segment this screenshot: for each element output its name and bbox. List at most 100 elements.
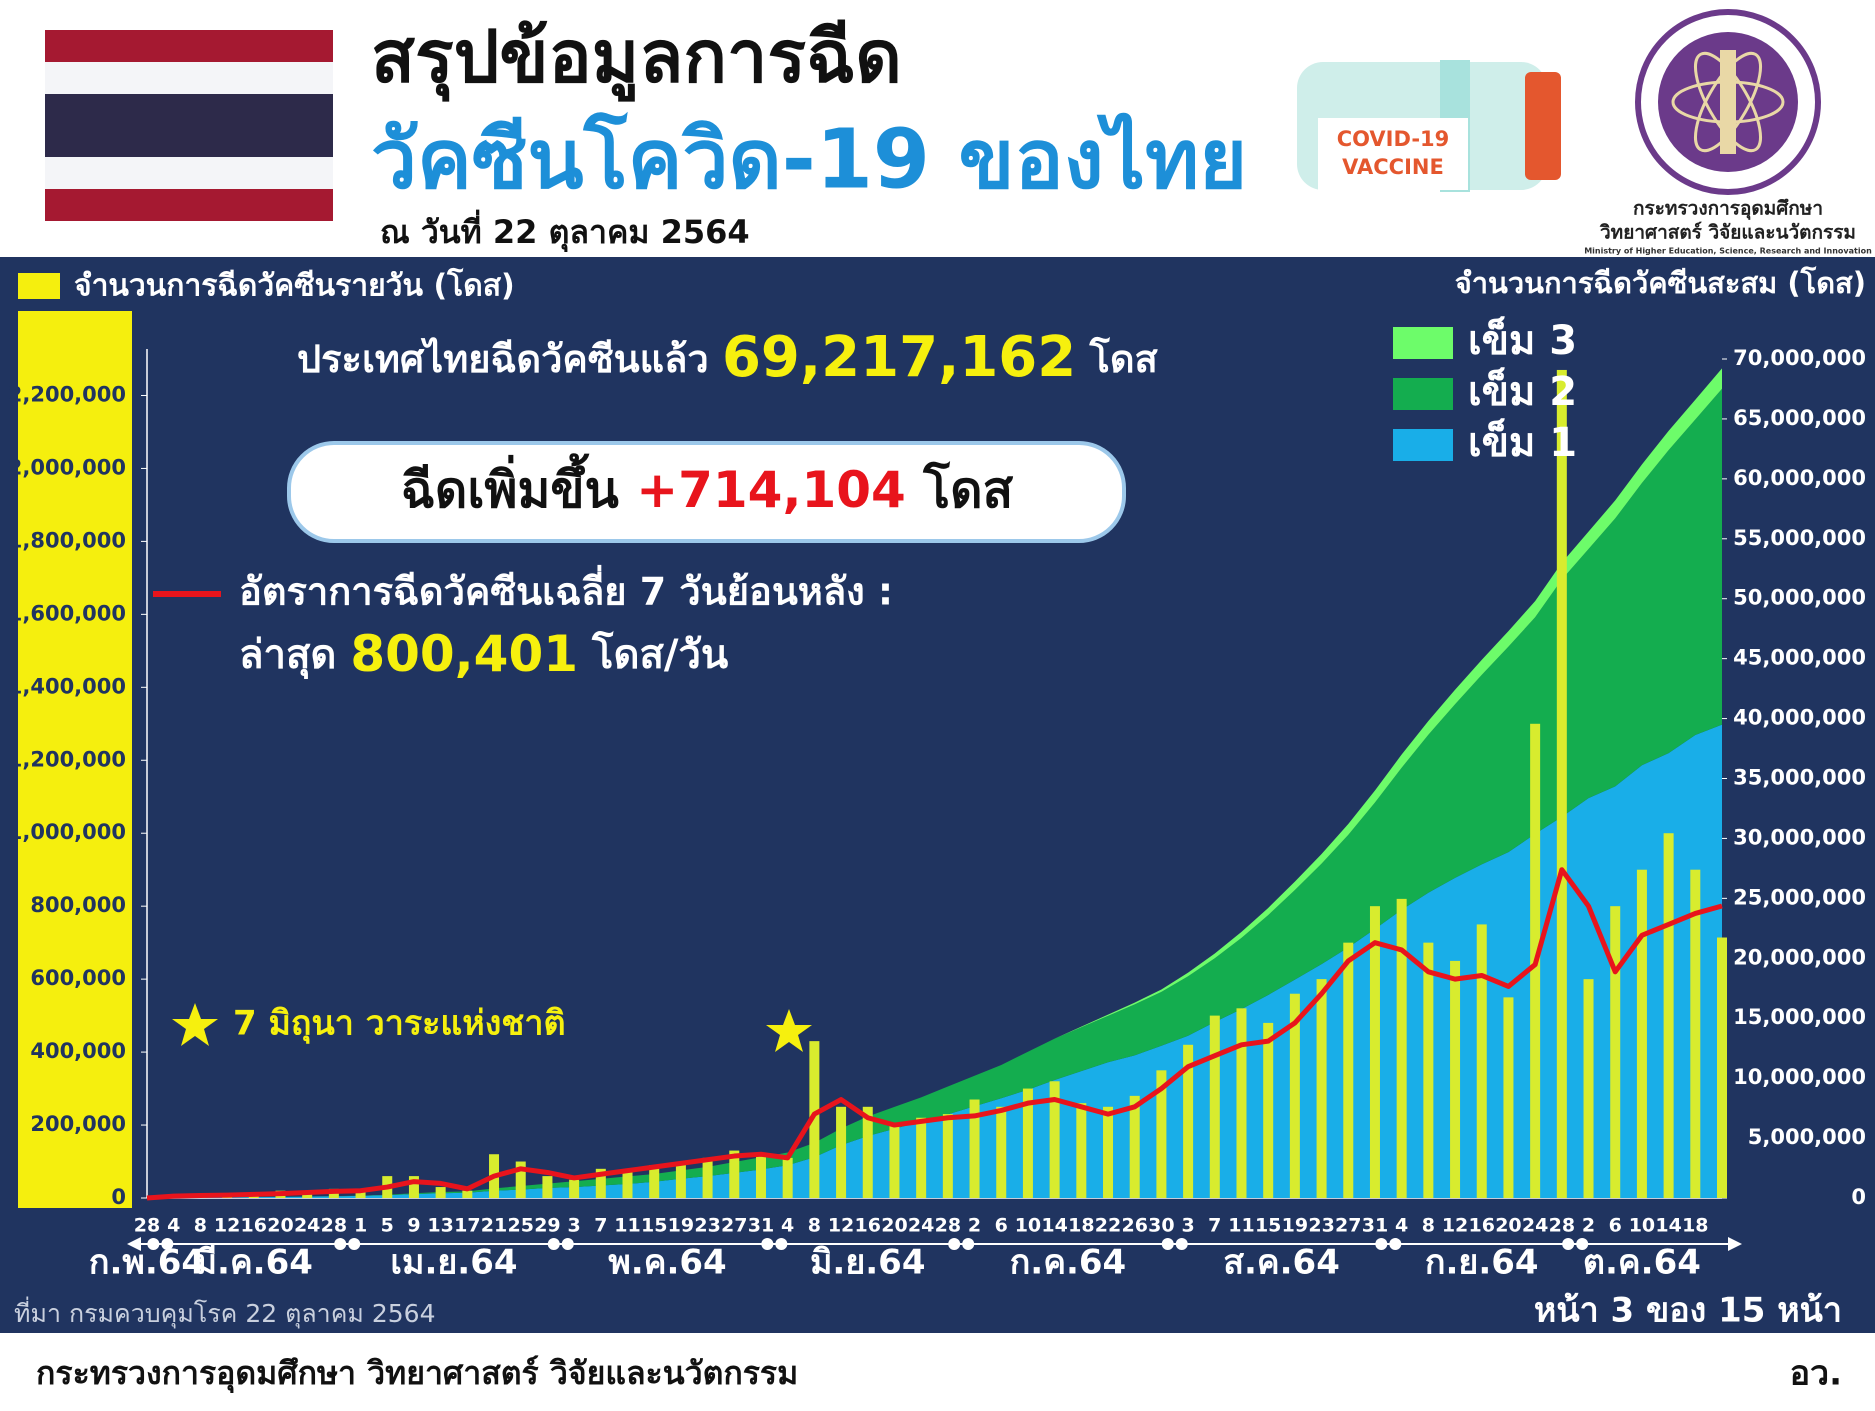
x-tick-label: 28 bbox=[935, 1215, 961, 1237]
bar bbox=[1343, 942, 1354, 1198]
y2-tick-label: 20,000,000 bbox=[1733, 945, 1866, 969]
star bbox=[172, 1003, 218, 1046]
x-tick-label: 31 bbox=[748, 1215, 774, 1237]
x-tick-label: 28 bbox=[134, 1215, 160, 1237]
area bbox=[147, 388, 1722, 1199]
increase-unit: โดส bbox=[922, 460, 1013, 519]
legend-swatch bbox=[1393, 378, 1453, 410]
bar bbox=[408, 1176, 419, 1198]
bar bbox=[942, 1114, 953, 1198]
x-tick-label: 15 bbox=[641, 1215, 667, 1237]
headline-value: 69,217,162 bbox=[722, 325, 1076, 390]
y-tick-label: 1,200,000 bbox=[8, 747, 126, 771]
area bbox=[147, 724, 1722, 1198]
bar bbox=[1396, 898, 1407, 1198]
month-divider bbox=[1161, 1238, 1174, 1250]
bar bbox=[622, 1172, 633, 1198]
x-tick-label: 24 bbox=[294, 1215, 320, 1237]
annotation: 7 มิถุนา วาระแห่งชาติ bbox=[233, 1004, 566, 1045]
bar bbox=[996, 1106, 1007, 1198]
x-tick-label: 7 bbox=[594, 1215, 607, 1237]
y-tick-label: 1,000,000 bbox=[8, 820, 126, 844]
ministry-name: กระทรวงการอุดมศึกษา bbox=[1633, 198, 1823, 221]
month-divider bbox=[147, 1238, 160, 1250]
subtitle: วัคซีนโควิด-19 ของไทย bbox=[371, 112, 1247, 207]
month-divider bbox=[1576, 1238, 1589, 1250]
x-tick-label: 19 bbox=[668, 1215, 694, 1237]
latest-text: ล่าสุด bbox=[239, 632, 336, 680]
bar bbox=[1103, 1106, 1114, 1198]
x-tick-label: 10 bbox=[1629, 1215, 1655, 1237]
legend-label: จำนวนการฉีดวัคซีนรายวัน (โดส) bbox=[74, 267, 515, 304]
plot: 0 200,000 400,000 600,000 800,000 1,000,000 1,… bbox=[8, 265, 1866, 1283]
x-tick-label: 16 bbox=[241, 1215, 267, 1237]
x-tick-label: 31 bbox=[1362, 1215, 1388, 1237]
increase-text: ฉีดเพิ่มขึ้น bbox=[401, 453, 619, 519]
y2-tick-label: 40,000,000 bbox=[1733, 706, 1866, 730]
bar bbox=[569, 1179, 580, 1198]
y-tick-label: 2,000,000 bbox=[8, 455, 126, 479]
bar bbox=[1156, 1070, 1167, 1198]
x-tick-label: 23 bbox=[1308, 1215, 1334, 1237]
y-tick-label: 400,000 bbox=[30, 1039, 126, 1063]
title: สรุปข้อมูลการฉีด bbox=[371, 15, 902, 103]
bar bbox=[435, 1187, 446, 1198]
bar bbox=[969, 1099, 980, 1198]
x-tick-label: 10 bbox=[1015, 1215, 1041, 1237]
x-tick-label: 8 bbox=[1422, 1215, 1435, 1237]
x-tick-label: 15 bbox=[1255, 1215, 1281, 1237]
x-tick-label: 3 bbox=[1181, 1215, 1194, 1237]
bar bbox=[649, 1165, 660, 1198]
y2-tick-label: 60,000,000 bbox=[1733, 466, 1866, 490]
line bbox=[146, 867, 1723, 1201]
y2-tick-label: 25,000,000 bbox=[1733, 885, 1866, 909]
bar bbox=[1476, 924, 1487, 1198]
x-tick-label: 18 bbox=[1682, 1215, 1708, 1237]
footer-abbr: อว. bbox=[1790, 1354, 1842, 1394]
month-divider bbox=[348, 1238, 361, 1250]
x-tick-label: 8 bbox=[808, 1215, 821, 1237]
month-divider bbox=[1389, 1238, 1402, 1250]
headline-unit: โดส bbox=[1088, 336, 1158, 381]
month-label: พ.ค.64 bbox=[608, 1243, 726, 1283]
month-divider bbox=[1562, 1238, 1575, 1250]
x-tick-label: 11 bbox=[1228, 1215, 1254, 1237]
x-tick-label: 20 bbox=[267, 1215, 293, 1237]
month-divider bbox=[1375, 1238, 1388, 1250]
month-divider bbox=[561, 1238, 574, 1250]
month-divider bbox=[334, 1238, 347, 1250]
thai-flag bbox=[45, 30, 333, 221]
month-divider bbox=[948, 1238, 961, 1250]
bar bbox=[1503, 997, 1514, 1198]
y2-tick-label: 55,000,000 bbox=[1733, 526, 1866, 550]
vaccine-icon: COVID-19 VACCINE bbox=[1297, 60, 1561, 192]
bar bbox=[1556, 369, 1567, 1198]
month-label: ก.พ.64 bbox=[89, 1243, 205, 1283]
left-axis-band bbox=[18, 311, 132, 1208]
bar bbox=[862, 1106, 873, 1198]
x-tick-label: 25 bbox=[508, 1215, 534, 1237]
legend-swatch bbox=[1393, 327, 1453, 359]
x-tick-label: 9 bbox=[407, 1215, 420, 1237]
bar bbox=[1423, 942, 1434, 1198]
latest-unit: โดส/วัน bbox=[591, 631, 728, 678]
x-tick-label: 1 bbox=[354, 1215, 367, 1237]
bar bbox=[1610, 906, 1621, 1198]
month-label: ก.ค.64 bbox=[1010, 1243, 1126, 1283]
vaccine-label: VACCINE bbox=[1342, 155, 1444, 179]
x-tick-label: 6 bbox=[995, 1215, 1008, 1237]
x-tick-label: 27 bbox=[1335, 1215, 1361, 1237]
x-tick-label: 28 bbox=[321, 1215, 347, 1237]
ministry-name-en: Ministry of Higher Education, Science, R… bbox=[1584, 247, 1872, 256]
latest-value: 800,401 bbox=[350, 625, 578, 683]
y2-tick-label: 10,000,000 bbox=[1733, 1065, 1866, 1089]
x-tick-label: 27 bbox=[721, 1215, 747, 1237]
y2-tick-label: 70,000,000 bbox=[1733, 346, 1866, 370]
x-tick-label: 24 bbox=[1522, 1215, 1548, 1237]
bar bbox=[595, 1168, 606, 1198]
increase-value: +714,104 bbox=[636, 461, 906, 519]
x-tick-label: 26 bbox=[1121, 1215, 1147, 1237]
bar bbox=[702, 1157, 713, 1198]
bar bbox=[1263, 1022, 1274, 1198]
